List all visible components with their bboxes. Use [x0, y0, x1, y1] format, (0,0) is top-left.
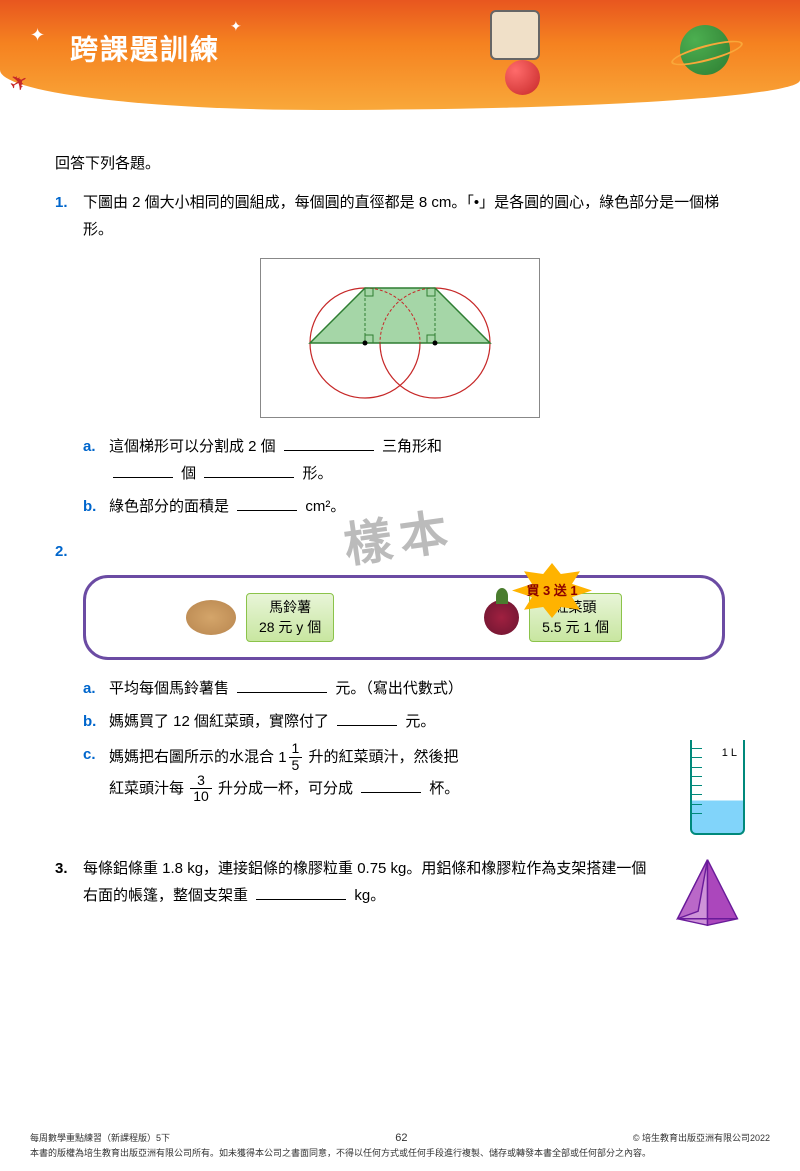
robot-icon: [490, 10, 540, 60]
text: 三角形和: [382, 438, 442, 455]
question-number: 2.: [55, 538, 83, 565]
blank-field[interactable]: [284, 433, 374, 451]
question-number: 3.: [55, 855, 83, 909]
diagram-circles-trapezoid: [260, 258, 540, 418]
question-3: 3. 每條鋁條重 1.8 kg，連接鋁條的橡膠粒重 0.75 kg。用鋁條和橡膠…: [55, 855, 660, 909]
footer-left: 每周數學重點練習（新課程版）5下: [30, 1131, 170, 1144]
text: 這個梯形可以分割成 2 個: [109, 438, 276, 455]
text: 形。: [303, 465, 333, 482]
text: 杯。: [429, 780, 459, 797]
text: 升分成一杯，可分成: [218, 780, 353, 797]
question-1b: b. 綠色部分的面積是 cm²。: [83, 493, 745, 520]
content-area: 回答下列各題。 1. 下圖由 2 個大小相同的圓組成，每個圓的直徑都是 8 cm…: [0, 110, 800, 950]
question-1: 1. 下圖由 2 個大小相同的圓組成，每個圓的直徑都是 8 cm。「•」是各圓的…: [55, 189, 745, 243]
text: 綠色部分的面積是: [109, 498, 229, 515]
text: 平均每個馬鈴薯售: [109, 680, 229, 697]
pyramid-diagram: [670, 855, 745, 930]
text: 媽媽把右圖所示的水混合: [109, 749, 274, 766]
text: cm²。: [305, 498, 345, 515]
product-potato: 馬鈴薯 28 元 y 個: [186, 593, 334, 642]
star-icon: ✦: [230, 18, 242, 35]
price-tag: 馬鈴薯 28 元 y 個: [246, 593, 334, 642]
sub-label: a.: [83, 433, 109, 487]
potato-icon: [186, 600, 236, 635]
page-title: 跨課題訓練: [70, 28, 220, 68]
text: kg。: [354, 887, 385, 904]
question-2c: c. 媽媽把右圖所示的水混合 115 升的紅菜頭汁，然後把 紅菜頭汁每 310 …: [83, 741, 680, 805]
star-icon: ✦: [30, 25, 45, 46]
footer-right: © 培生教育出版亞洲有限公司2022: [633, 1131, 770, 1144]
blank-field[interactable]: [337, 708, 397, 726]
fraction: 115: [278, 741, 304, 773]
question-2a: a. 平均每個馬鈴薯售 元。（寫出代數式）: [83, 675, 745, 702]
blank-field[interactable]: [237, 493, 297, 511]
beaker-scale: [692, 748, 743, 825]
blank-field[interactable]: [256, 882, 346, 900]
question-text: 下圖由 2 個大小相同的圓組成，每個圓的直徑都是 8 cm。「•」是各圓的圓心，…: [83, 189, 745, 243]
blank-field[interactable]: [237, 675, 327, 693]
beaker-diagram: [690, 740, 745, 835]
question-2b: b. 媽媽買了 12 個紅菜頭，實際付了 元。: [83, 708, 745, 735]
question-number: 1.: [55, 189, 83, 243]
text: 元。（寫出代數式）: [335, 680, 463, 697]
product-box: 買 3 送 1 馬鈴薯 28 元 y 個 紅菜頭 5.5 元 1 個: [83, 575, 725, 660]
sub-label: c.: [83, 741, 109, 805]
instruction-text: 回答下列各題。: [55, 150, 745, 177]
footer-copyright: 本書的版權為培生教育出版亞洲有限公司所有。如未獲得本公司之書面同意，不得以任何方…: [30, 1146, 770, 1159]
rocket-icon: ✈: [5, 67, 34, 99]
question-2: 2.: [55, 538, 745, 565]
page-header: ✦ ✦ ✈ 跨課題訓練: [0, 0, 800, 110]
sub-label: a.: [83, 675, 109, 702]
fraction: 310: [190, 773, 212, 805]
planet-green-icon: [680, 25, 730, 75]
page-footer: 每周數學重點練習（新課程版）5下 62 © 培生教育出版亞洲有限公司2022 本…: [0, 1131, 800, 1159]
text: 元。: [405, 713, 435, 730]
blank-field[interactable]: [361, 775, 421, 793]
blank-field[interactable]: [204, 460, 294, 478]
planet-red-icon: [505, 60, 540, 95]
text: 升的紅菜頭汁，然後把: [309, 749, 459, 766]
sub-label: b.: [83, 493, 109, 520]
text: 個: [181, 465, 196, 482]
blank-field[interactable]: [113, 460, 173, 478]
sub-label: b.: [83, 708, 109, 735]
text: 媽媽買了 12 個紅菜頭，實際付了: [109, 713, 329, 730]
page-number: 62: [395, 1132, 407, 1144]
text: 紅菜頭汁每: [109, 780, 184, 797]
promo-burst: 買 3 送 1: [512, 563, 592, 618]
beet-icon: [484, 600, 519, 635]
question-1a: a. 這個梯形可以分割成 2 個 三角形和 個 形。: [83, 433, 745, 487]
